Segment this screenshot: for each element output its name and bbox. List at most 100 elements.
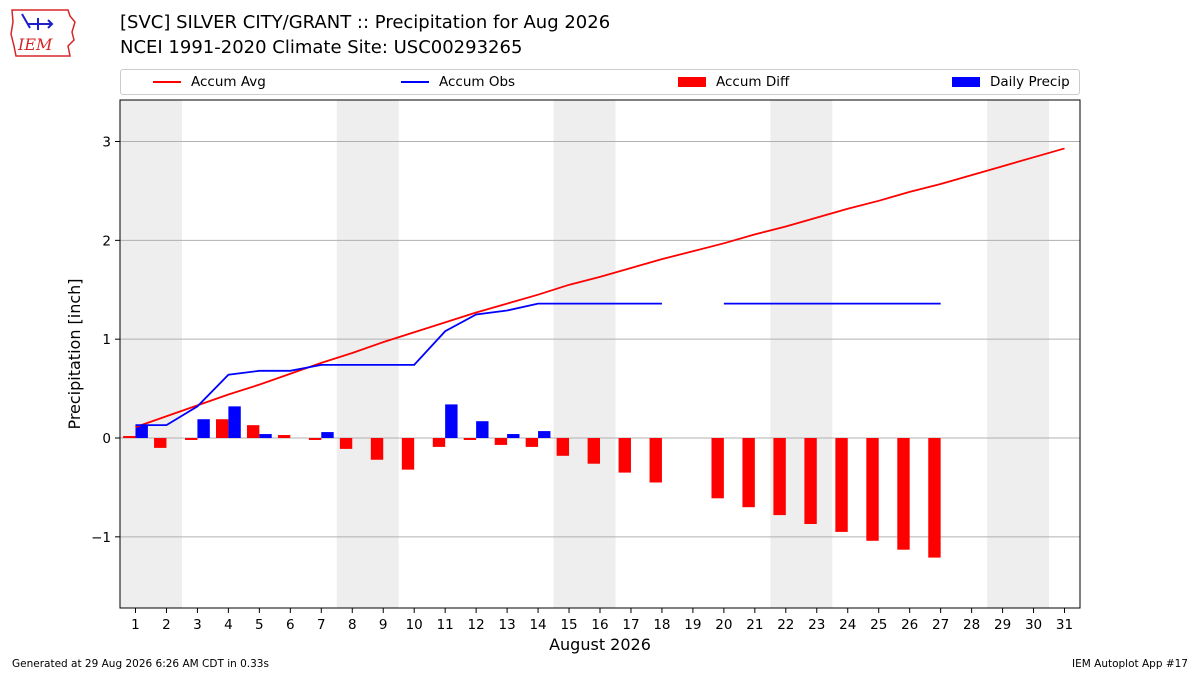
bar-accum-diff-1	[123, 436, 136, 439]
bar-accum-diff-3	[185, 438, 198, 440]
xtick-label-31: 31	[1056, 617, 1073, 633]
weather-vane-icon	[21, 13, 54, 30]
legend-swatch-accum-diff	[678, 77, 706, 87]
line-accum-obs	[135, 302, 941, 427]
iem-logo: IEM	[10, 9, 76, 57]
bar-accum-diff-17	[618, 438, 631, 473]
chart-subtitle: NCEI 1991-2020 Climate Site: USC00293265	[120, 37, 523, 58]
xtick-label-24: 24	[839, 617, 856, 633]
bar-accum-diff-9	[370, 438, 384, 460]
legend-item-accum-obs: Accum Obs	[401, 74, 515, 90]
bar-accum-diff-11	[432, 438, 446, 447]
xtick-label-19: 19	[684, 617, 701, 633]
weekend-shade-5	[987, 100, 1050, 608]
legend-swatch-accum-avg	[153, 81, 181, 83]
xtick-label-7: 7	[317, 617, 326, 633]
xtick-label-4: 4	[224, 617, 233, 633]
logo-text: IEM	[17, 35, 53, 54]
bar-daily-precip-5	[259, 434, 272, 439]
bar-accum-diff-23	[804, 438, 817, 524]
bar-accum-diff-15	[556, 438, 570, 456]
xtick-label-30: 30	[1025, 617, 1042, 633]
xtick-label-6: 6	[286, 617, 295, 633]
bar-accum-diff-14	[525, 438, 539, 447]
plot-frame	[119, 99, 1081, 609]
ytick-label-3: 2	[102, 233, 111, 249]
bar-accum-diff-22	[773, 438, 786, 516]
xtick-label-8: 8	[348, 617, 357, 633]
bar-accum-diff-4	[216, 419, 229, 439]
weekend-shade-4	[770, 100, 833, 608]
xtick-label-15: 15	[560, 617, 577, 633]
bar-daily-precip-1	[135, 425, 148, 439]
bar-daily-precip-12	[476, 421, 489, 439]
bar-accum-diff-21	[742, 438, 755, 508]
ytick-label-1: 0	[102, 431, 111, 447]
legend-swatch-accum-obs	[401, 81, 429, 83]
legend-item-accum-avg: Accum Avg	[153, 74, 266, 90]
xtick-label-14: 14	[529, 617, 546, 633]
xtick-label-27: 27	[932, 617, 949, 633]
xtick-label-2: 2	[162, 617, 171, 633]
bar-accum-diff-7	[308, 438, 322, 440]
legend-label-daily-precip: Daily Precip	[990, 74, 1070, 90]
xtick-label-11: 11	[437, 617, 454, 633]
weekend-shade-2	[336, 100, 399, 608]
legend-label-accum-avg: Accum Avg	[191, 74, 266, 90]
xtick-label-9: 9	[379, 617, 388, 633]
chart-legend: Accum Avg Accum Obs Accum Diff Daily Pre…	[120, 69, 1080, 95]
bar-daily-precip-3	[197, 419, 210, 439]
xtick-label-13: 13	[499, 617, 516, 633]
bar-daily-precip-14	[538, 431, 551, 439]
legend-item-daily-precip: Daily Precip	[952, 74, 1070, 90]
legend-swatch-daily-precip	[952, 77, 980, 87]
xtick-label-17: 17	[622, 617, 639, 633]
bar-daily-precip-11	[445, 404, 458, 439]
xtick-label-28: 28	[963, 617, 980, 633]
x-axis-label: August 2026	[549, 635, 651, 654]
bar-accum-diff-24	[835, 438, 848, 532]
bar-accum-diff-27	[928, 438, 941, 558]
bar-accum-diff-10	[401, 438, 415, 470]
chart-title: [SVC] SILVER CITY/GRANT :: Precipitation…	[120, 12, 611, 33]
xtick-label-22: 22	[777, 617, 794, 633]
ytick-label-2: 1	[102, 332, 111, 348]
xtick-label-20: 20	[715, 617, 732, 633]
legend-label-accum-diff: Accum Diff	[716, 74, 790, 90]
weekend-shade-1	[120, 100, 182, 608]
xtick-label-1: 1	[131, 617, 140, 633]
bar-accum-diff-13	[494, 438, 508, 445]
ytick-label-4: 3	[102, 135, 111, 151]
xtick-label-21: 21	[746, 617, 763, 633]
line-accum-avg	[135, 147, 1065, 428]
xtick-label-12: 12	[468, 617, 485, 633]
legend-label-accum-obs: Accum Obs	[439, 74, 516, 90]
xtick-label-16: 16	[591, 617, 608, 633]
bar-daily-precip-7	[321, 432, 334, 439]
xtick-label-26: 26	[901, 617, 918, 633]
xtick-label-5: 5	[255, 617, 264, 633]
xtick-label-25: 25	[870, 617, 887, 633]
bar-accum-diff-2	[154, 438, 167, 448]
footer-app-label: IEM Autoplot App #17	[1072, 658, 1188, 670]
bar-accum-diff-20	[711, 438, 724, 499]
xtick-label-18: 18	[653, 617, 670, 633]
bar-accum-diff-6	[277, 435, 291, 439]
bar-accum-diff-18	[649, 438, 662, 483]
bar-accum-diff-16	[587, 438, 600, 464]
xtick-label-3: 3	[193, 617, 202, 633]
bar-daily-precip-4	[228, 406, 241, 439]
bar-accum-diff-26	[897, 438, 910, 550]
xtick-label-29: 29	[994, 617, 1011, 633]
footer-generated-text: Generated at 29 Aug 2026 6:26 AM CDT in …	[12, 658, 269, 670]
legend-item-accum-diff: Accum Diff	[678, 74, 789, 90]
weekend-shade-3	[553, 100, 616, 608]
bar-accum-diff-8	[339, 438, 353, 449]
bar-accum-diff-25	[866, 438, 879, 541]
xtick-label-10: 10	[406, 617, 423, 633]
xtick-label-23: 23	[808, 617, 825, 633]
y-axis-label: Precipitation [inch]	[65, 278, 84, 429]
bar-accum-diff-5	[246, 425, 260, 439]
bar-daily-precip-13	[507, 434, 520, 439]
